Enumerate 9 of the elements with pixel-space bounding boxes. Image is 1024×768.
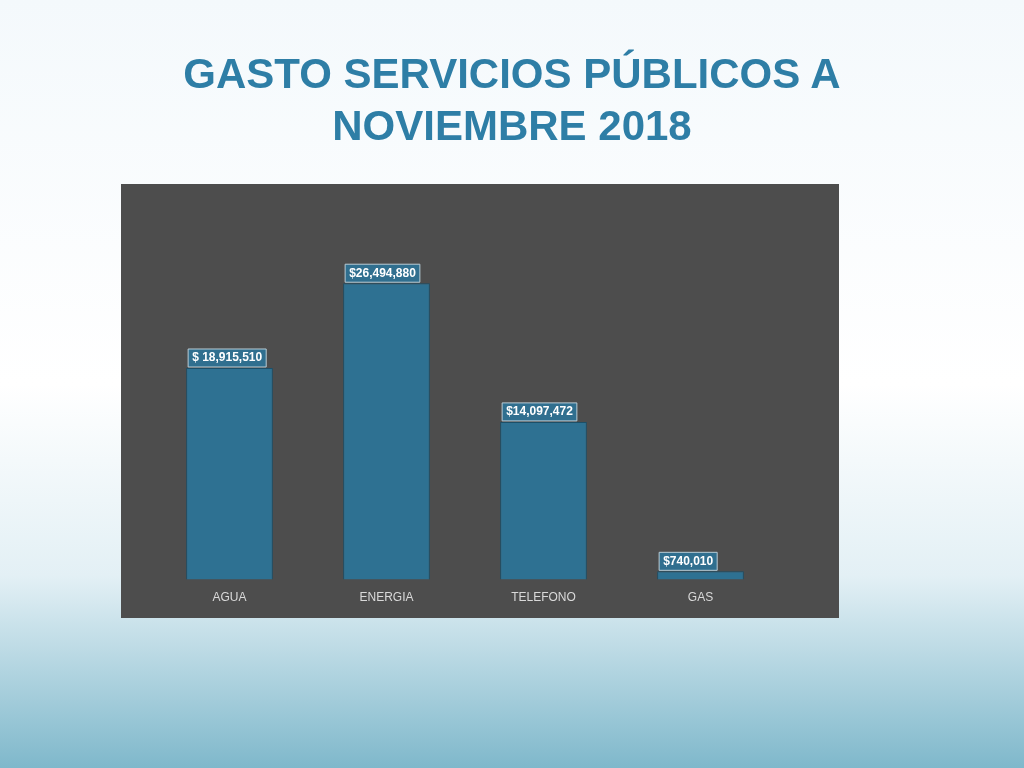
- data-label: $ 18,915,510: [192, 350, 263, 365]
- x-tick-label: ENERGIA: [359, 590, 414, 605]
- x-tick-label: AGUA: [212, 590, 247, 605]
- data-label: $740,010: [663, 553, 714, 568]
- data-label: $14,097,472: [506, 404, 574, 419]
- data-label: $26,494,880: [349, 265, 417, 280]
- x-tick-label: GAS: [687, 590, 714, 605]
- chart-title: GASTO SERVICIOS PÚBLICOS A NOVIEMBRE 2018: [182, 48, 842, 151]
- x-tick-label: TELEFONO: [511, 590, 576, 605]
